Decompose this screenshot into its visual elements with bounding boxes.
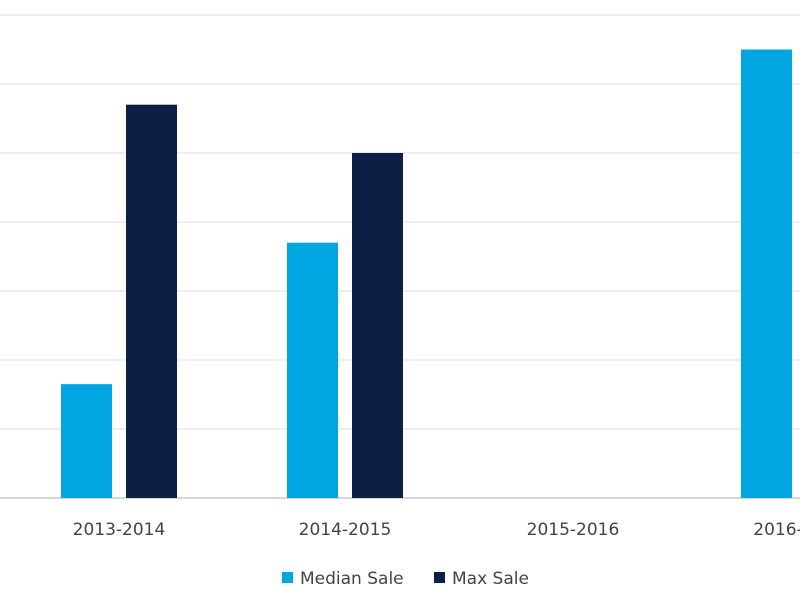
legend-label-max-sale: Max Sale [452, 569, 529, 589]
x-tick-label-2014-2015: 2014-2015 [299, 520, 392, 540]
x-tick-label-2015-2016: 2015-2016 [527, 520, 620, 540]
x-tick-label-2016-: 2016- [753, 520, 800, 540]
x-axis-tick-labels: 2013-2014 2014-2015 2015-2016 2016- [73, 520, 800, 540]
bar-median-sale-2013-2014 [61, 384, 112, 498]
x-tick-label-2013-2014: 2013-2014 [73, 520, 166, 540]
bar-max-sale-2014-2015 [352, 153, 403, 498]
legend: Median Sale Max Sale [282, 569, 529, 589]
legend-label-median-sale: Median Sale [300, 569, 404, 589]
bars [61, 49, 792, 498]
bar-max-sale-2013-2014 [126, 104, 177, 498]
bar-median-sale-2016- [741, 49, 792, 498]
legend-swatch-max-sale [434, 572, 445, 583]
legend-swatch-median-sale [282, 572, 293, 583]
bar-median-sale-2014-2015 [287, 242, 338, 498]
